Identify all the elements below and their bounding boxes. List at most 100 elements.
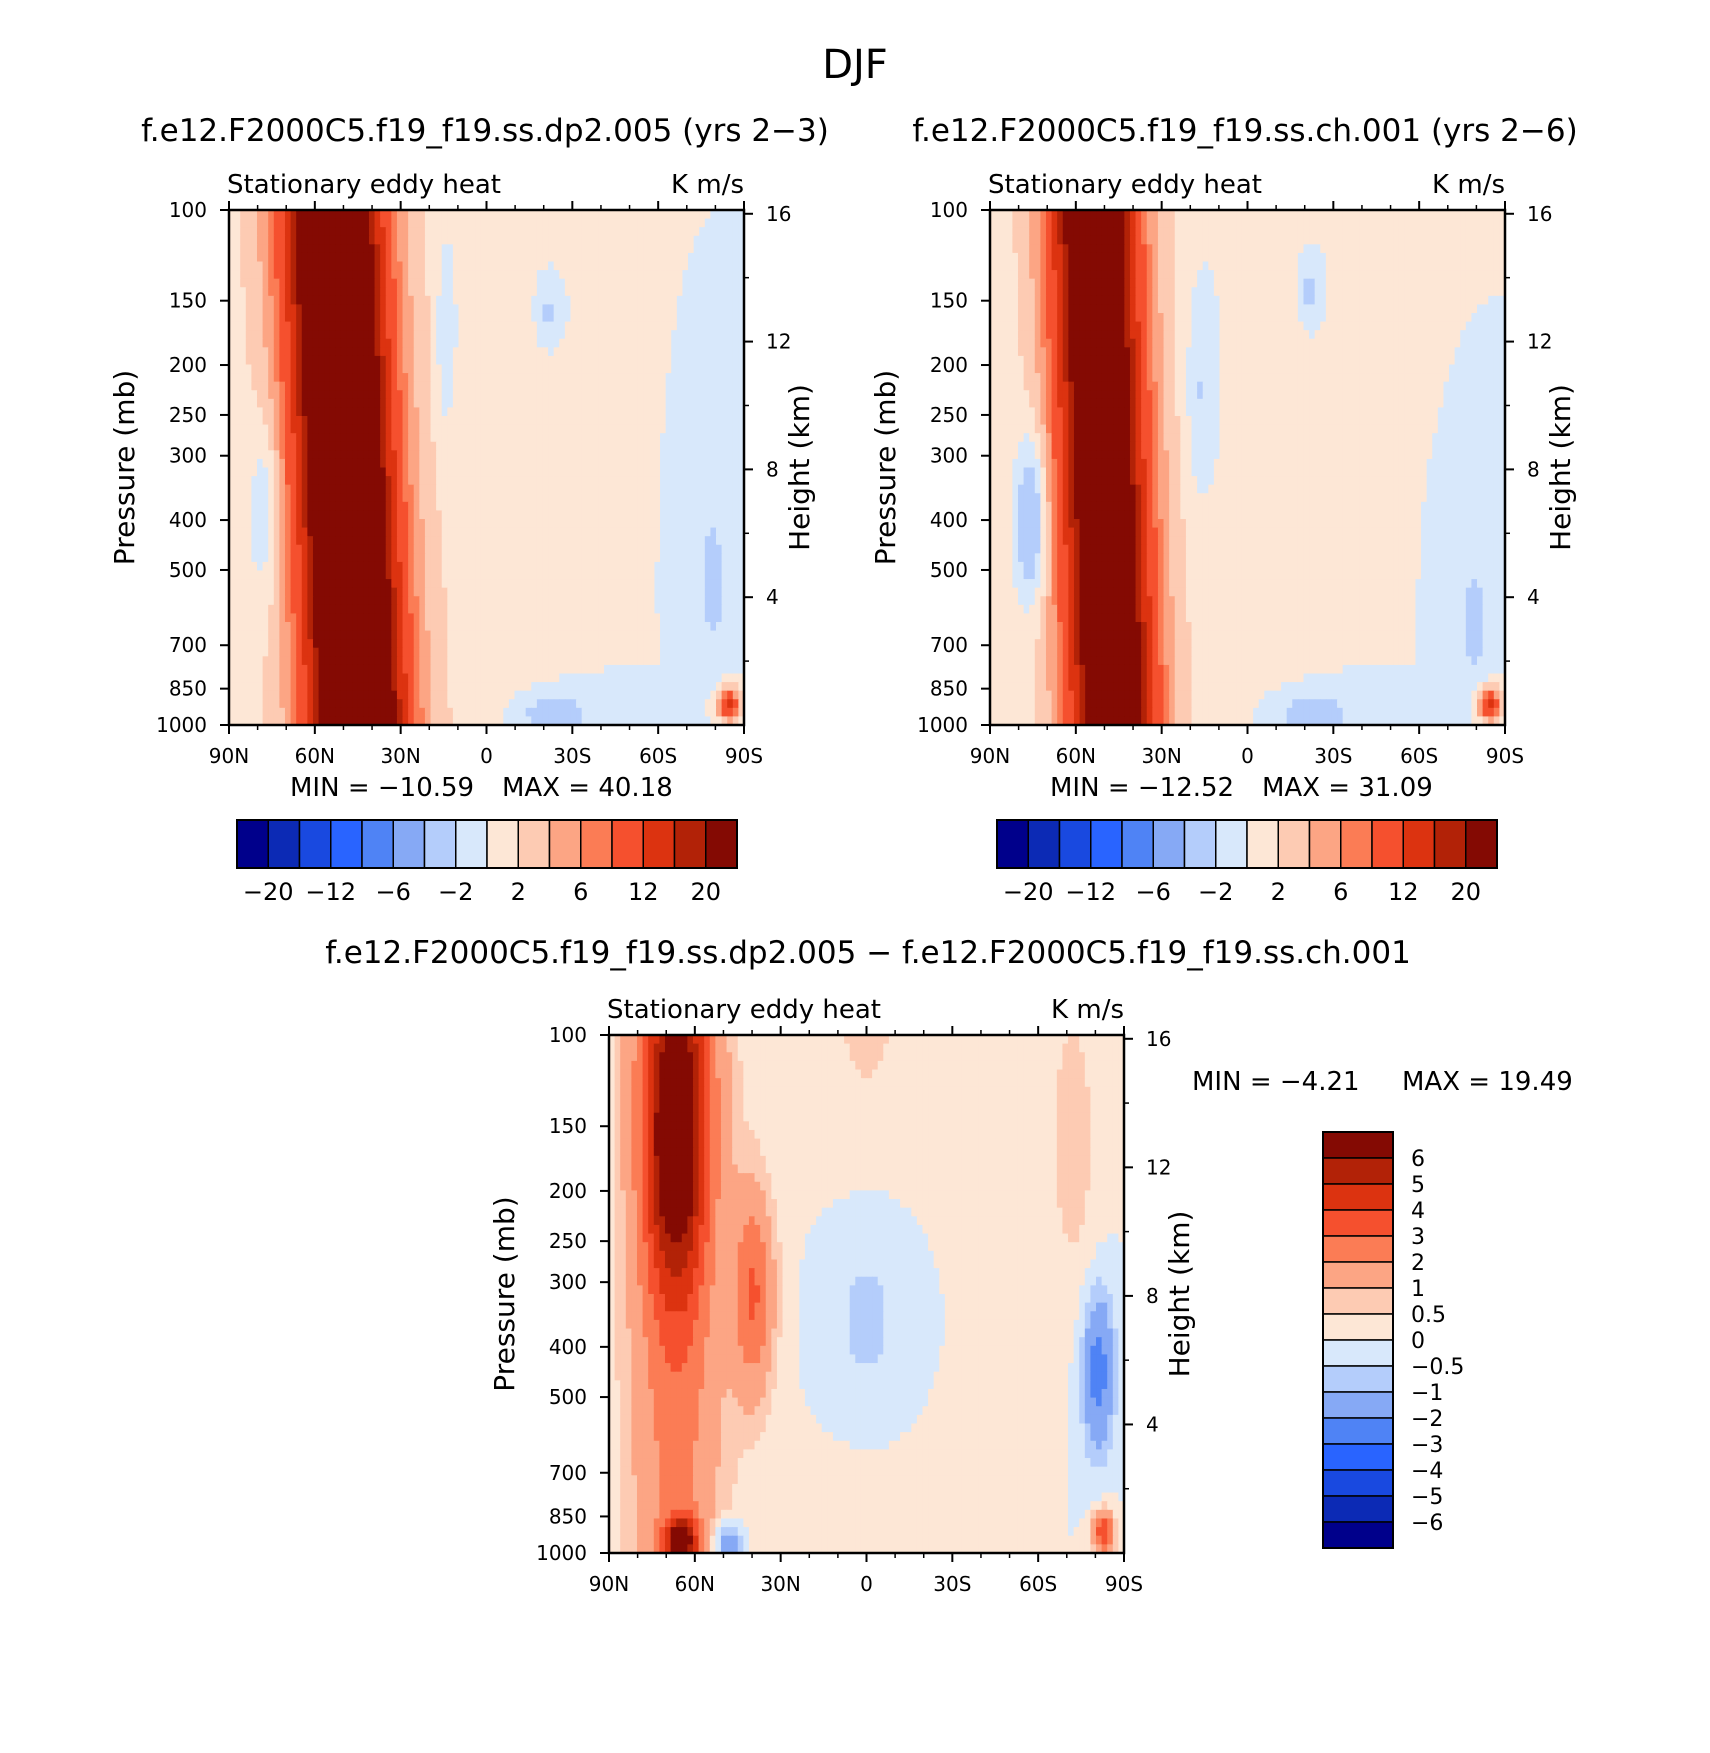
contour-cell	[279, 218, 286, 228]
contour-cell	[688, 244, 695, 254]
contour-cell	[452, 347, 460, 357]
contour-cell	[699, 604, 706, 615]
contour-cell	[234, 613, 241, 623]
contour-cell	[738, 407, 744, 417]
contour-cell	[688, 287, 695, 297]
contour-cell	[402, 519, 409, 529]
contour-cell	[301, 321, 308, 331]
contour-cell	[279, 347, 286, 357]
contour-cell	[699, 227, 706, 237]
contour-cell	[329, 664, 336, 675]
contour-cell	[587, 458, 594, 469]
contour-cell	[318, 278, 325, 288]
contour-cell	[296, 510, 303, 520]
contour-cell	[229, 304, 236, 314]
contour-cell	[368, 484, 376, 494]
contour-cell	[480, 527, 488, 537]
contour-cell	[609, 622, 616, 632]
contour-cell	[273, 622, 280, 632]
contour-cell	[413, 527, 420, 537]
contour-cell	[296, 330, 303, 340]
contour-cell	[385, 210, 392, 220]
contour-cell	[643, 373, 650, 383]
contour-cell	[520, 390, 527, 400]
contour-cell	[671, 647, 678, 657]
contour-cell	[508, 433, 516, 443]
contour-cell	[329, 235, 336, 245]
contour-cell	[436, 330, 443, 340]
contour-cell	[682, 579, 689, 589]
contour-cell	[240, 656, 247, 666]
contour-cell	[374, 596, 381, 606]
contour-cell	[665, 373, 672, 383]
contour-cell	[508, 227, 516, 237]
contour-cell	[716, 398, 723, 409]
contour-cell	[609, 433, 616, 443]
contour-cell	[576, 501, 583, 512]
contour-cell	[542, 579, 549, 589]
contour-cell	[648, 330, 656, 340]
contour-cell	[312, 278, 320, 288]
contour-cell	[514, 664, 521, 675]
contour-cell	[531, 467, 538, 477]
contour-cell	[648, 484, 656, 494]
contour-cell	[340, 244, 348, 254]
contour-cell	[609, 235, 616, 245]
contour-cell	[699, 622, 706, 632]
contour-cell	[441, 467, 448, 477]
contour-cell	[716, 630, 723, 640]
contour-cell	[492, 484, 499, 494]
contour-cell	[637, 579, 644, 589]
contour-cell	[671, 321, 678, 331]
contour-cell	[626, 416, 633, 426]
contour-cell	[660, 570, 667, 580]
contour-cell	[492, 210, 499, 220]
contour-cell	[380, 218, 387, 228]
contour-cell	[413, 416, 420, 426]
contour-cell	[419, 596, 426, 606]
contour-cell	[704, 330, 712, 340]
contour-cell	[508, 304, 516, 314]
contour-cell	[609, 424, 616, 434]
contour-cell	[391, 347, 398, 357]
contour-cell	[503, 407, 510, 417]
contour-cell	[262, 441, 269, 451]
contour-cell	[626, 373, 633, 383]
contour-cell	[598, 587, 605, 597]
contour-cell	[475, 467, 482, 477]
contour-cell	[548, 373, 555, 383]
contour-cell	[716, 347, 723, 357]
contour-cell	[436, 390, 443, 400]
contour-cell	[688, 544, 695, 554]
contour-cell	[324, 235, 331, 245]
contour-cell	[637, 493, 644, 503]
contour-cell	[660, 355, 667, 366]
contour-cell	[335, 295, 342, 306]
contour-cell	[240, 553, 247, 563]
contour-cell	[721, 656, 728, 666]
contour-cell	[480, 519, 488, 529]
contour-cell	[508, 484, 516, 494]
contour-cell	[676, 252, 684, 263]
contour-cell	[452, 261, 460, 271]
contour-cell	[363, 476, 370, 486]
contour-cell	[363, 467, 370, 477]
contour-cell	[251, 381, 258, 391]
contour-cell	[469, 347, 476, 357]
contour-cell	[637, 321, 644, 331]
contour-cell	[447, 381, 454, 391]
contour-cell	[301, 338, 308, 348]
contour-cell	[256, 467, 264, 477]
contour-cell	[536, 270, 544, 280]
contour-cell	[503, 313, 510, 323]
contour-cell	[520, 604, 527, 615]
contour-cell	[497, 398, 504, 409]
contour-cell	[374, 476, 381, 486]
contour-cell	[503, 287, 510, 297]
contour-cell	[654, 218, 661, 228]
contour-cell	[643, 261, 650, 271]
contour-cell	[548, 587, 555, 597]
contour-cell	[609, 484, 616, 494]
contour-cell	[402, 433, 409, 443]
contour-cell	[307, 270, 314, 280]
